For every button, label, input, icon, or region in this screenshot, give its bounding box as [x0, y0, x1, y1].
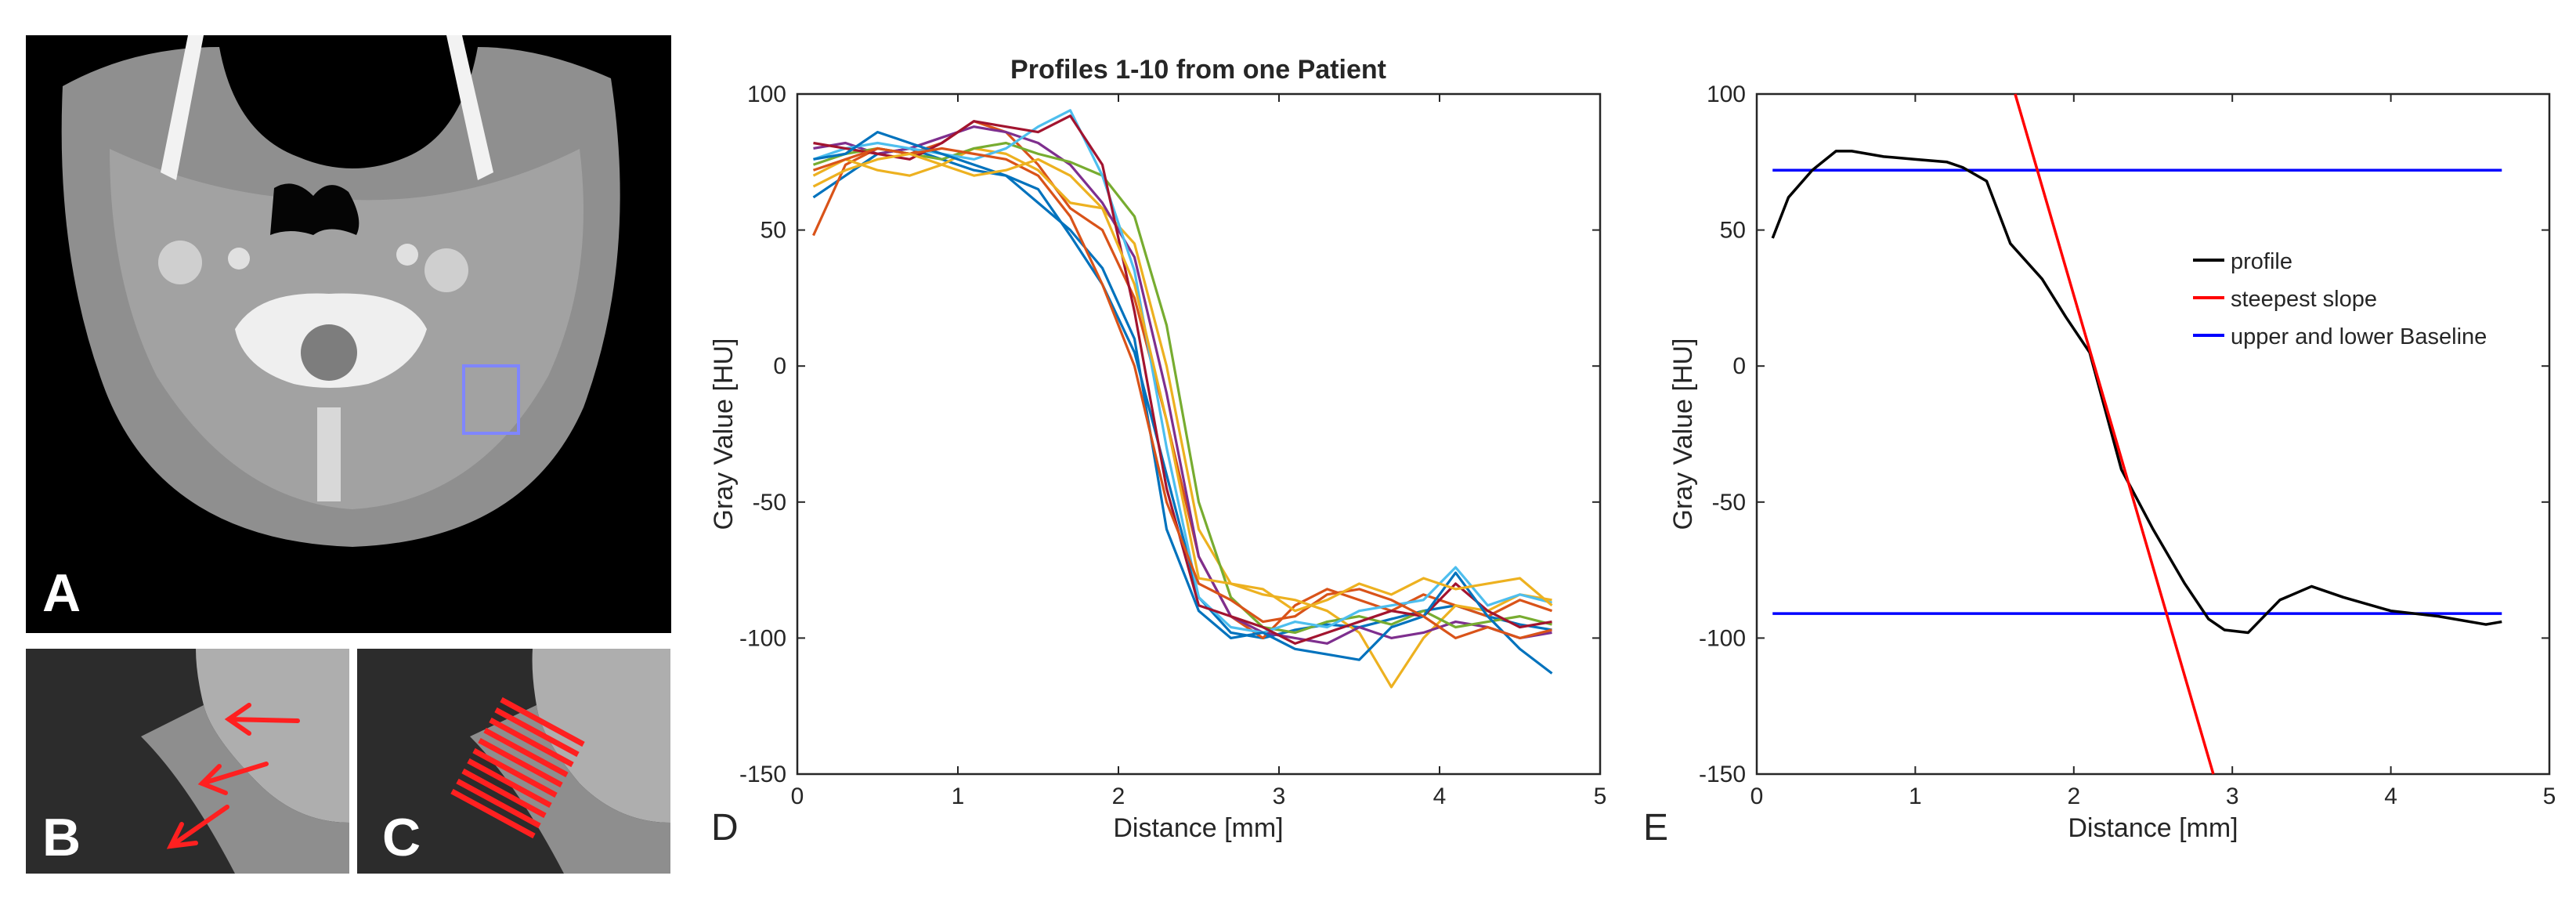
chart-d-title: Profiles 1-10 from one Patient [1010, 55, 1386, 85]
chart-d-series-line-5 [812, 141, 1552, 635]
chart-d-plot-area [796, 92, 1602, 776]
panel-b-label: B [42, 808, 81, 867]
chart-e-legend: profile steepest slope upper and lower B… [2193, 249, 2487, 349]
chart-d-xtick-label: 1 [952, 783, 965, 809]
chart-d-xlabel: Distance [mm] [1113, 813, 1283, 843]
chart-e: Distance [mm] Gray Value [HU] E 0 1 2 3 4 5 -1… [1643, 81, 2556, 849]
chart-d-xtick-label: 5 [1594, 783, 1607, 809]
chart-d-ytick-label: -50 [753, 490, 786, 516]
chart-e-ytick-label: 100 [1707, 81, 1746, 107]
legend-label-steepest-slope: steepest slope [2231, 287, 2377, 312]
legend-label-baseline: upper and lower Baseline [2231, 324, 2487, 349]
chart-d-ytick-label: 50 [761, 218, 786, 244]
chart-d-ylabel: Gray Value [HU] [709, 338, 739, 530]
chart-d-xtick-label: 4 [1433, 783, 1447, 809]
chart-d-ytick-label: -100 [739, 625, 786, 651]
legend-label-profile: profile [2231, 249, 2292, 274]
panel-e-label: E [1643, 807, 1668, 849]
chart-e-xtick-label: 4 [2384, 783, 2397, 809]
chart-e-xtick-label: 2 [2067, 783, 2080, 809]
chart-e-xtick-label: 1 [1909, 783, 1922, 809]
chart-e-ytick-label: 50 [1720, 218, 1746, 244]
chart-e-xtick-label: 3 [2226, 783, 2239, 809]
chart-e-steepest-slope-line [2014, 93, 2215, 775]
chart-d-ytick-label: 0 [773, 353, 786, 379]
chart-e-xtick-label: 0 [1750, 783, 1764, 809]
chart-d-series-line-8 [813, 131, 1553, 675]
panel-a-label: A [42, 563, 81, 623]
chart-d-xtick-label: 3 [1273, 783, 1286, 809]
panel-c: C [357, 649, 670, 874]
chart-d-xtick-label: 0 [791, 783, 804, 809]
chart-e-xlabel: Distance [mm] [2068, 813, 2238, 843]
chart-e-ylabel: Gray Value [HU] [1668, 338, 1698, 530]
profile-lines [450, 697, 585, 839]
chart-e-ytick-label: -50 [1712, 490, 1746, 516]
chart-d-ytick-label: -150 [739, 762, 786, 787]
chart-e-xtick-label: 5 [2543, 783, 2556, 809]
chart-e-ytick-label: 0 [1732, 353, 1746, 379]
chart-e-ytick-label: -150 [1699, 762, 1746, 787]
chart-e-ytick-label: -100 [1699, 625, 1746, 651]
arrow-icons [166, 703, 300, 849]
chart-d-xtick-label: 2 [1112, 783, 1125, 809]
panel-b: B [26, 649, 349, 874]
panel-c-label: C [382, 808, 421, 867]
chart-d: Profiles 1-10 from one Patient Distance … [709, 55, 1606, 849]
chart-d-ytick-label: 100 [747, 81, 786, 107]
chart-e-plot-area [1755, 92, 2551, 776]
chart-d-series-line-3 [812, 147, 1552, 689]
chart-d-series-line-9 [812, 147, 1552, 640]
panel-d-label: D [711, 807, 739, 849]
chart-d-series-line-4 [813, 125, 1552, 645]
panel-a: A [26, 35, 671, 633]
chart-d-series-line-10 [812, 152, 1553, 613]
